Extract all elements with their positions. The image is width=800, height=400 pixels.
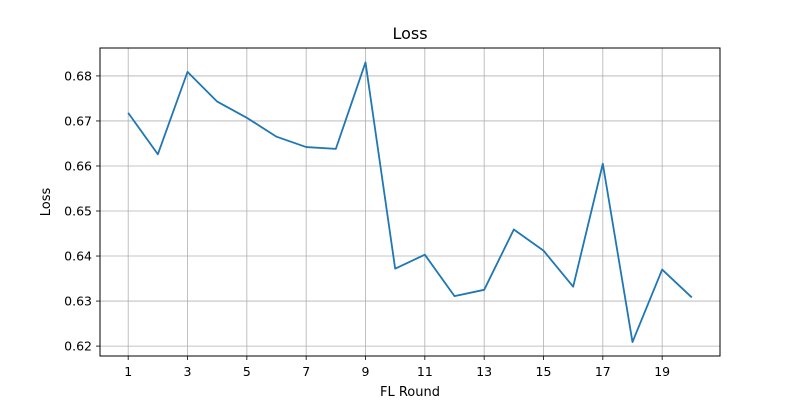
x-tick-label: 3 (184, 364, 192, 379)
chart-title: Loss (392, 24, 427, 43)
x-tick-label: 13 (476, 364, 492, 379)
y-tick-label: 0.62 (64, 339, 92, 354)
y-axis-label: Loss (39, 188, 54, 217)
x-tick-label: 11 (417, 364, 433, 379)
x-tick-label: 17 (595, 364, 611, 379)
x-tick-label: 15 (536, 364, 552, 379)
y-tick-label: 0.68 (64, 68, 92, 83)
y-tick-label: 0.64 (64, 249, 92, 264)
x-tick-label: 7 (302, 364, 310, 379)
x-tick-label: 9 (362, 364, 370, 379)
x-axis: 1 3 5 7 9 11 13 15 17 19 (124, 356, 670, 379)
y-tick-label: 0.66 (64, 158, 92, 173)
y-tick-label: 0.63 (64, 294, 92, 309)
x-tick-label: 1 (124, 364, 132, 379)
x-axis-label: FL Round (380, 385, 440, 400)
grid (100, 48, 720, 356)
loss-series-line (127, 61, 693, 343)
y-tick-label: 0.67 (64, 113, 92, 128)
x-tick-label: 5 (243, 364, 251, 379)
y-axis: 0.62 0.63 0.64 0.65 0.66 0.67 0.68 (64, 68, 100, 354)
plot-frame (99, 47, 721, 357)
x-tick-label: 19 (654, 364, 670, 379)
series-layer (127, 61, 693, 343)
y-tick-label: 0.65 (64, 204, 92, 219)
